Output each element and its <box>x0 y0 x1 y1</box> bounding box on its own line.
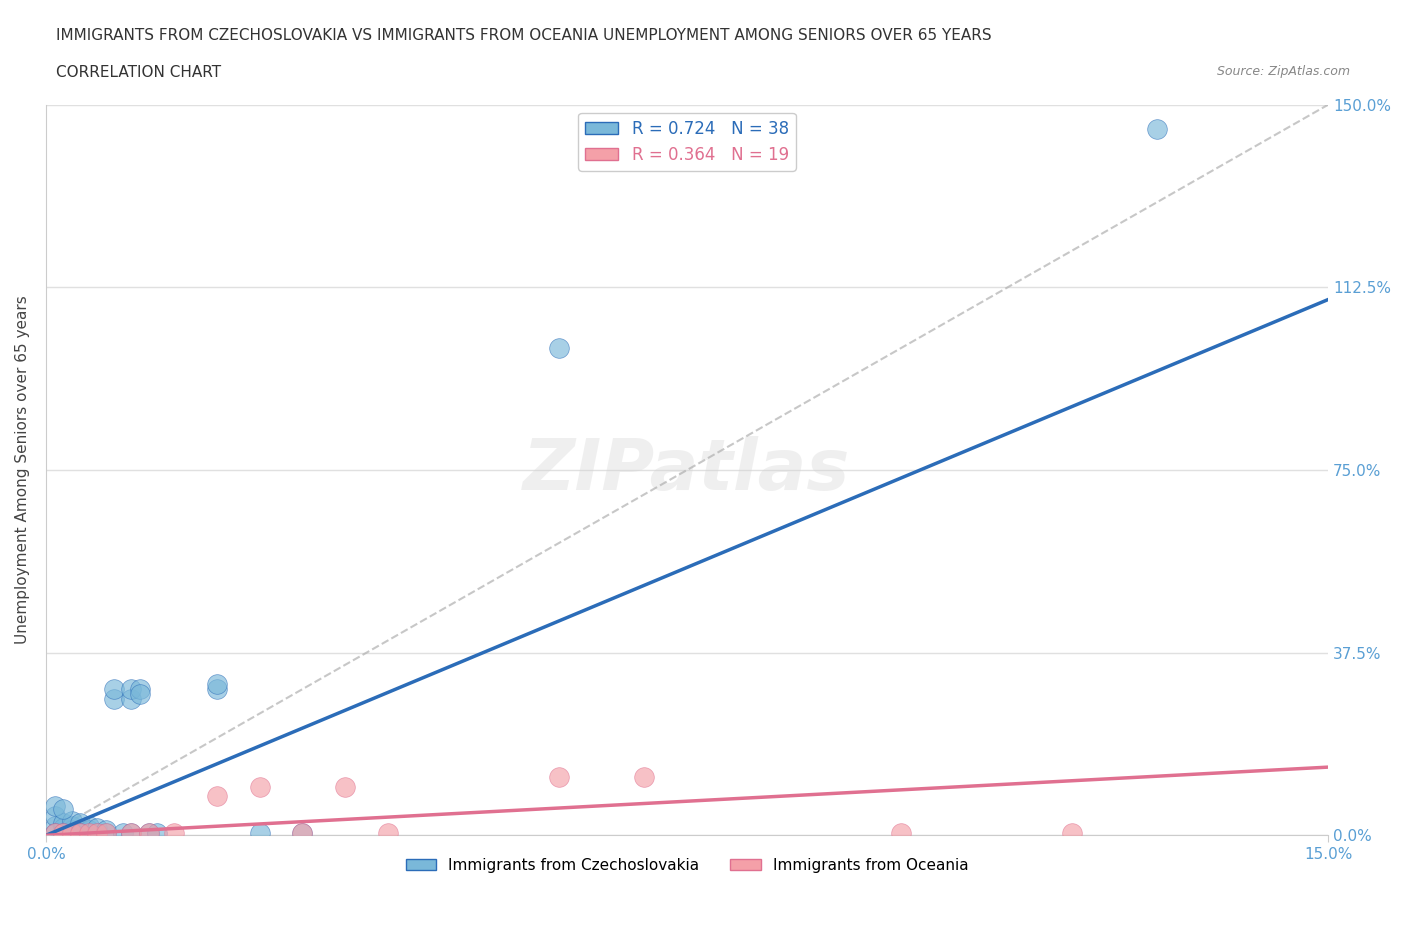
Point <box>86 820 108 835</box>
Point <box>69 816 91 830</box>
Point <box>146 826 169 841</box>
Text: ZIPatlas: ZIPatlas <box>523 435 851 504</box>
Point <box>547 769 569 784</box>
Point <box>94 823 117 838</box>
Point <box>111 826 134 841</box>
Point <box>69 826 91 841</box>
Point <box>52 826 75 841</box>
Point <box>77 826 100 841</box>
Point <box>103 692 125 707</box>
Text: IMMIGRANTS FROM CZECHOSLOVAKIA VS IMMIGRANTS FROM OCEANIA UNEMPLOYMENT AMONG SEN: IMMIGRANTS FROM CZECHOSLOVAKIA VS IMMIGR… <box>56 28 991 43</box>
Point <box>205 789 228 804</box>
Y-axis label: Unemployment Among Seniors over 65 years: Unemployment Among Seniors over 65 years <box>15 296 30 644</box>
Point <box>52 826 75 841</box>
Point <box>52 820 75 835</box>
Point <box>52 801 75 816</box>
Point <box>163 826 186 841</box>
Point <box>249 826 271 841</box>
Text: CORRELATION CHART: CORRELATION CHART <box>56 65 221 80</box>
Point <box>249 779 271 794</box>
Point <box>205 677 228 692</box>
Point <box>890 826 912 841</box>
Point <box>86 826 108 841</box>
Point <box>1146 122 1168 137</box>
Point <box>120 826 142 841</box>
Point <box>69 823 91 838</box>
Point <box>44 799 66 814</box>
Point <box>120 826 142 841</box>
Point <box>333 779 356 794</box>
Point <box>120 682 142 697</box>
Point <box>547 340 569 355</box>
Point <box>94 826 117 841</box>
Point <box>1060 826 1083 841</box>
Point <box>44 818 66 833</box>
Point <box>205 682 228 697</box>
Point <box>86 826 108 841</box>
Point <box>77 823 100 838</box>
Point <box>77 818 100 833</box>
Point <box>60 826 83 841</box>
Point <box>44 826 66 841</box>
Point <box>129 682 152 697</box>
Point <box>633 769 655 784</box>
Point <box>138 826 160 841</box>
Point <box>60 823 83 838</box>
Point <box>60 826 83 841</box>
Point <box>129 686 152 701</box>
Legend: Immigrants from Czechoslovakia, Immigrants from Oceania: Immigrants from Czechoslovakia, Immigran… <box>399 852 974 879</box>
Text: Source: ZipAtlas.com: Source: ZipAtlas.com <box>1216 65 1350 78</box>
Point <box>103 682 125 697</box>
Point <box>291 826 314 841</box>
Point <box>291 826 314 841</box>
Point <box>60 813 83 828</box>
Point <box>120 692 142 707</box>
Point <box>69 826 91 841</box>
Point <box>377 826 399 841</box>
Point <box>44 826 66 841</box>
Point <box>44 808 66 823</box>
Point <box>52 816 75 830</box>
Point <box>60 818 83 833</box>
Point <box>94 826 117 841</box>
Point <box>138 826 160 841</box>
Point <box>77 826 100 841</box>
